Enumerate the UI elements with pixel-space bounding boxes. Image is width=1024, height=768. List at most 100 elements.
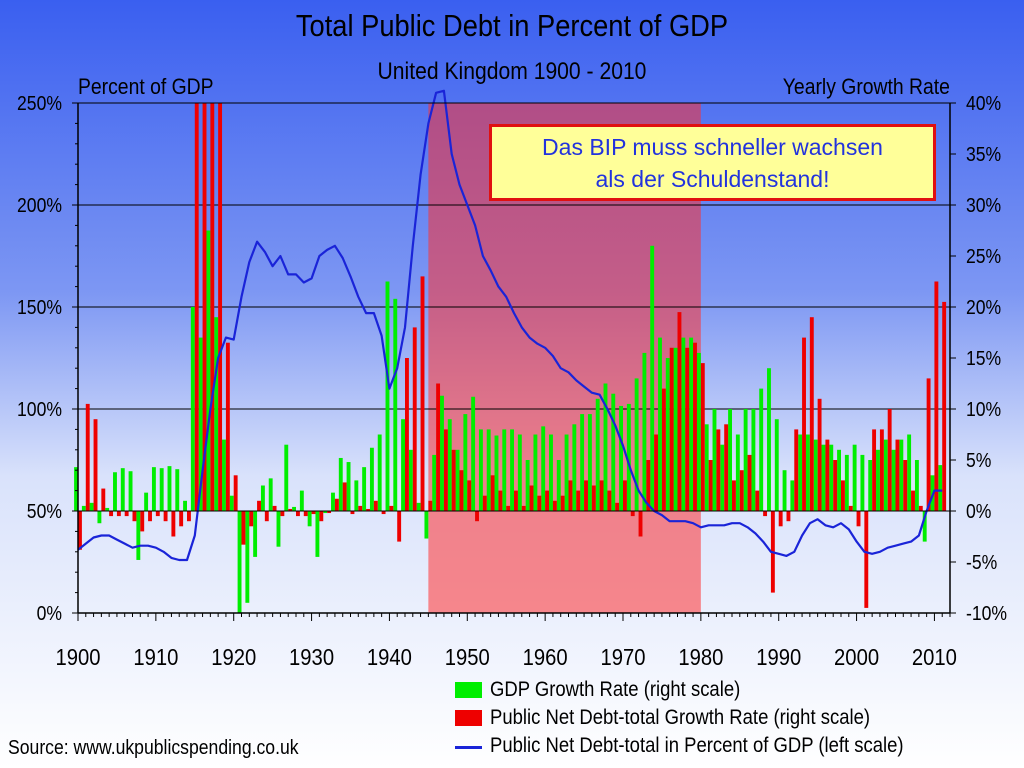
debt-growth-bar [467, 480, 472, 511]
debt-growth-bar [389, 505, 394, 511]
gdp-growth-bar [486, 429, 491, 511]
debt-growth-bar [630, 511, 635, 517]
source-text: Source: www.ukpublicspending.co.uk [8, 737, 299, 759]
gdp-growth-bar [268, 478, 273, 511]
right-tick-label: 5% [966, 449, 992, 471]
debt-growth-bar [708, 460, 713, 511]
debt-growth-bar [490, 475, 495, 511]
debt-growth-bar [872, 429, 877, 511]
gdp-growth-bar [798, 434, 803, 511]
debt-growth-bar [288, 508, 293, 511]
debt-growth-bar [615, 502, 620, 511]
gdp-growth-bar [74, 467, 78, 511]
gdp-growth-bar [751, 409, 756, 511]
debt-growth-bar [93, 419, 98, 511]
gdp-growth-bar [346, 462, 351, 511]
debt-growth-bar [334, 498, 339, 511]
debt-growth-bar [506, 505, 511, 511]
debt-growth-bar [101, 488, 106, 511]
debt-growth-bar [646, 460, 651, 511]
debt-growth-bar [179, 511, 184, 527]
gdp-growth-bar [782, 470, 787, 511]
debt-growth-bar [194, 103, 199, 511]
debt-growth-bar [763, 511, 768, 517]
gdp-growth-bar [159, 468, 164, 511]
gdp-growth-bar [362, 467, 367, 511]
gdp-growth-bar [681, 337, 686, 511]
debt-growth-bar [926, 378, 931, 511]
gdp-growth-bar [759, 388, 764, 511]
gdp-growth-bar [471, 396, 476, 511]
gdp-growth-bar [525, 460, 530, 511]
debt-growth-bar [311, 511, 316, 515]
gdp-growth-bar [237, 511, 242, 613]
debt-growth-bar [443, 429, 448, 511]
debt-growth-bar [693, 342, 697, 511]
gdp-growth-bar [315, 511, 320, 557]
gdp-growth-bar [938, 465, 943, 511]
debt-growth-bar [257, 500, 261, 511]
gdp-growth-bar [735, 434, 740, 511]
debt-growth-bar [529, 485, 534, 511]
debt-growth-bar [599, 480, 604, 511]
gdp-growth-bar [307, 511, 312, 527]
debt-growth-bar [202, 103, 207, 511]
debt-growth-bar [576, 490, 581, 511]
axes: 0% 50% 100% 150% 200% 250% -10% -5% 0% 5% 10% 15% 20… [17, 92, 1007, 670]
gdp-growth-bar [587, 414, 592, 511]
gdp-growth-bar [260, 485, 265, 511]
gdp-growth-bar [393, 298, 398, 511]
debt-growth-bar [747, 454, 752, 511]
debt-growth-bar [887, 409, 892, 511]
debt-growth-bar [148, 511, 152, 522]
gdp-growth-bar [97, 511, 102, 524]
debt-growth-bar [303, 511, 308, 517]
debt-growth-bar [140, 511, 145, 532]
debt-growth-bar [225, 342, 230, 511]
debt-growth-bar [397, 511, 402, 542]
debt-growth-bar [638, 511, 643, 537]
debt-growth-bar [560, 495, 565, 511]
debt-growth-bar [607, 490, 612, 511]
gdp-growth-bar [595, 398, 600, 511]
debt-growth-bar [895, 439, 900, 511]
gdp-growth-bar [665, 358, 670, 511]
x-tick-label: 1970 [600, 644, 645, 671]
debt-growth-bar [428, 500, 433, 511]
debt-growth-bar [171, 511, 176, 537]
right-tick-label: 25% [966, 245, 1001, 267]
debt-growth-bar [903, 460, 908, 511]
right-tick-label: 35% [966, 143, 1001, 165]
x-tick-label: 1930 [289, 644, 334, 671]
debt-growth-bar [155, 511, 160, 517]
legend-swatch-red [455, 710, 482, 726]
gdp-growth-bar [369, 447, 374, 511]
debt-growth-bar [732, 480, 736, 511]
gdp-growth-bar [292, 506, 296, 511]
gdp-growth-bar [611, 393, 616, 511]
gdp-growth-bar [650, 245, 655, 512]
right-tick-label: 40% [966, 92, 1001, 114]
debt-growth-bar [436, 383, 441, 511]
gdp-growth-bar [813, 439, 818, 511]
legend-item-debt-growth: Public Net Debt-total Growth Rate (right… [455, 704, 960, 732]
debt-growth-bar [724, 424, 729, 511]
right-axis-title: Yearly Growth Rate [782, 74, 950, 99]
legend-swatch-blue-line [455, 745, 482, 749]
gdp-growth-bar [136, 511, 141, 560]
legend-swatch-green [455, 682, 482, 698]
debt-growth-bar [825, 439, 830, 511]
right-tick-label: 10% [966, 398, 1001, 420]
debt-growth-bar [132, 511, 137, 522]
legend-item-gdp-growth: GDP Growth Rate (right scale) [455, 676, 960, 704]
gdp-growth-bar [276, 511, 281, 547]
gdp-growth-bar [821, 444, 826, 511]
debt-growth-bar [249, 511, 254, 527]
gdp-growth-bar [183, 500, 187, 511]
gdp-growth-bar [222, 439, 226, 511]
gdp-growth-bar [175, 469, 180, 511]
right-tick-label: -5% [966, 551, 998, 573]
gdp-growth-bar [774, 419, 779, 511]
debt-growth-bar [405, 358, 409, 511]
gdp-growth-bar [517, 434, 522, 511]
